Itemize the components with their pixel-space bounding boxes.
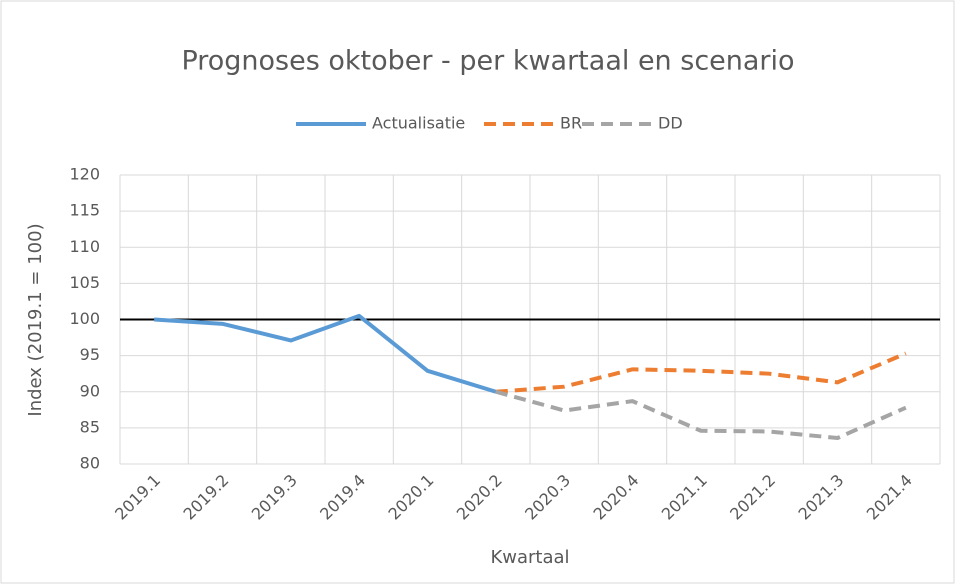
series-line [495, 351, 907, 394]
y-tick-label: 95 [80, 345, 100, 364]
legend-label: BR [560, 114, 582, 133]
series-line [154, 313, 497, 394]
y-tick-label: 110 [69, 237, 100, 256]
y-tick-label: 85 [80, 417, 100, 436]
series-line [495, 389, 907, 440]
y-tick-label: 90 [80, 381, 100, 400]
y-axis-title: Index (2019.1 = 100) [25, 223, 46, 416]
y-tick-label: 80 [80, 454, 100, 473]
y-tick-label: 115 [69, 201, 100, 220]
legend-label: Actualisatie [372, 114, 465, 133]
y-tick-label: 105 [69, 273, 100, 292]
y-tick-label: 100 [69, 309, 100, 328]
y-tick-label: 120 [69, 165, 100, 184]
chart-title: Prognoses oktober - per kwartaal en scen… [181, 46, 794, 77]
legend-label: DD [658, 114, 683, 133]
x-axis-title: Kwartaal [490, 547, 569, 568]
